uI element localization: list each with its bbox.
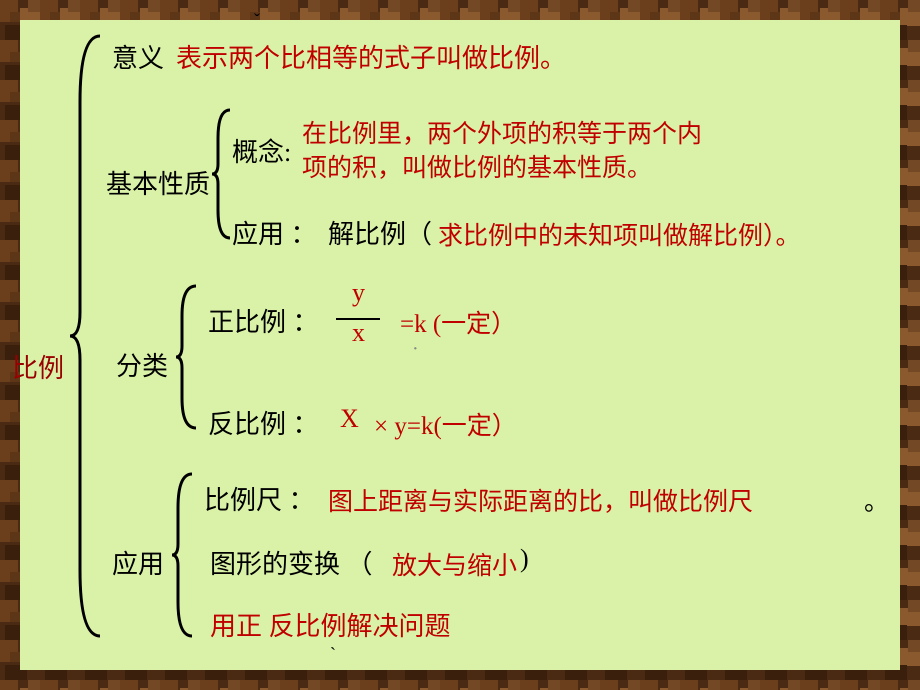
concept-text-line1: 在比例里，两个外项的积等于两个内: [302, 114, 702, 150]
brace-basic-prop: [210, 106, 234, 242]
solve-text: 用正 反比例解决问题: [210, 606, 451, 643]
apply-solve-red: 求比例中的未知项叫做解比例）。: [438, 216, 801, 252]
meaning-text: 表示两个比相等的式子叫做比例。: [176, 38, 566, 75]
brace-main: [68, 32, 108, 640]
transform-red: 放大与缩小: [392, 546, 517, 582]
brace-apply: [170, 470, 198, 640]
direct-prop-suffix: =k (一定）: [400, 304, 516, 340]
root-label: 比例: [12, 348, 64, 385]
transform-suffix: ): [520, 544, 529, 574]
direct-prop-numerator: y: [352, 278, 365, 308]
basic-prop-label: 基本性质: [106, 164, 210, 201]
classify-label: 分类: [116, 346, 168, 383]
meaning-label: 意义: [112, 38, 164, 75]
apply-solve-label: 应用 ：: [232, 214, 317, 251]
direct-prop-denominator: x: [352, 318, 365, 348]
inverse-prop-expr: × y=k(一定）: [374, 406, 517, 442]
concept-label: 概念:: [232, 132, 291, 169]
slide-content: ˇ 比例 意义 表示两个比相等的式子叫做比例。 基本性质 概念: 在比例里，两个…: [20, 20, 900, 670]
decorative-dot: ·: [412, 338, 419, 361]
inverse-prop-x: X: [340, 404, 359, 434]
direct-prop-label: 正比例 ：: [208, 302, 319, 339]
scale-text: 图上距离与实际距离的比，叫做比例尺: [328, 482, 753, 518]
scale-period: 。: [864, 482, 889, 518]
apply-solve-prefix: 解比例（: [328, 214, 432, 251]
scale-label: 比例尺 ：: [204, 480, 315, 517]
decorative-mark-top: ˇ: [254, 10, 260, 31]
decorative-mark-bottom: ˋ: [330, 644, 336, 665]
apply-label: 应用: [112, 544, 164, 581]
brace-classify: [174, 282, 202, 432]
concept-text-line2: 项的积，叫做比例的基本性质。: [302, 148, 652, 184]
transform-prefix: 图形的变换 （: [210, 544, 373, 581]
inverse-prop-label: 反比例 ：: [208, 404, 319, 441]
